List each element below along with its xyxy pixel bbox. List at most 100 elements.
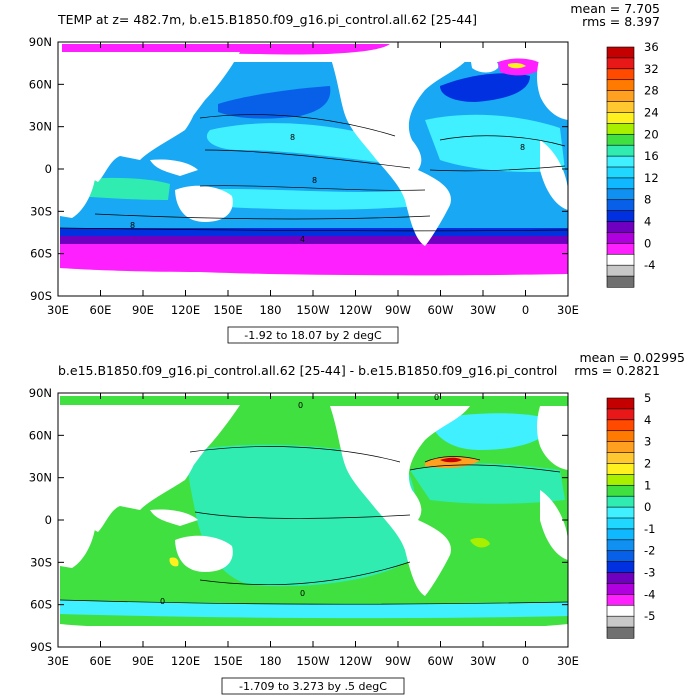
y-tick-label: 30N — [29, 120, 52, 134]
colorbar-swatch — [606, 408, 635, 421]
colorbar-swatch — [606, 79, 635, 92]
panel-1-land-eurasia-africa — [60, 52, 202, 182]
colorbar-swatch — [606, 550, 635, 563]
panel-1-north-atlantic-blue — [440, 73, 530, 102]
colorbar-swatch — [606, 397, 635, 410]
colorbar-swatch — [606, 539, 635, 552]
x-tick-label: 120E — [171, 303, 200, 317]
x-tick-label: 180 — [260, 303, 282, 317]
y-tick-label: 90S — [30, 289, 52, 303]
colorbar-label: 0 — [644, 236, 651, 250]
panel-1-colorbar: 36 32 28 24 20 16 12 8 4 0 -4 — [606, 40, 659, 288]
colorbar-swatch — [606, 275, 635, 288]
panel-1-land-greenland — [470, 55, 499, 73]
x-tick-label: 90W — [385, 654, 411, 668]
panel-2-rms: rms = 0.2821 — [574, 363, 660, 378]
x-tick-label: 180 — [260, 654, 282, 668]
colorbar-swatch — [606, 112, 635, 124]
x-tick-label: 150W — [296, 303, 329, 317]
panel-2-gulf-stream-red — [440, 457, 462, 463]
panel-2-land-eurasia — [60, 405, 202, 532]
colorbar-label: -5 — [644, 609, 655, 623]
x-tick-label: 0 — [522, 303, 529, 317]
panel-2-colorbar: 5 4 3 2 1 0 -1 -2 -3 -4 -5 — [606, 391, 655, 639]
colorbar-swatch — [606, 221, 635, 234]
panel-1-southern-ocean-violet — [60, 236, 568, 246]
panel-1-land-asia-east — [185, 52, 240, 120]
colorbar-swatch — [606, 46, 635, 59]
panel-1-title: TEMP at z= 482.7m, b.e15.B1850.f09_g16.p… — [57, 12, 477, 27]
panel-1-x-axis: 30E 60E 90E 120E 150E 180 150W 120W 90W 60W 30W 0 30… — [47, 42, 579, 317]
y-tick-label: 30S — [30, 204, 52, 218]
panel-1-ocean-band-subtropical-s — [200, 189, 430, 210]
x-tick-label: 0 — [522, 654, 529, 668]
x-tick-label: 30E — [557, 303, 579, 317]
y-tick-label: 90N — [29, 35, 52, 49]
panel-1-gulf-stream-warm — [508, 62, 526, 69]
colorbar-label: 36 — [644, 40, 659, 54]
x-tick-label: 120W — [339, 303, 372, 317]
x-tick-label: 30E — [557, 654, 579, 668]
panel-2-north-atlantic-cyan — [430, 413, 555, 450]
colorbar-swatch — [606, 264, 635, 277]
y-tick-label: 30S — [30, 555, 52, 569]
x-tick-label: 150W — [296, 654, 329, 668]
y-tick-label: 60N — [29, 428, 52, 442]
colorbar-label: 5 — [644, 391, 651, 405]
panel-1-contour-label: 8 — [130, 221, 135, 230]
panel-2: b.e15.B1850.f09_g16.pi_control.all.62 [2… — [29, 350, 685, 695]
panel-1-land-africa — [60, 100, 96, 218]
colorbar-swatch — [606, 177, 635, 190]
y-tick-label: 60S — [30, 247, 52, 261]
panel-2-title: b.e15.B1850.f09_g16.pi_control.all.62 [2… — [58, 363, 557, 378]
panel-1-contour-label: 8 — [290, 133, 295, 142]
x-tick-label: 90E — [132, 303, 154, 317]
colorbar-swatch — [606, 210, 635, 223]
panel-2-australia-yellow — [169, 557, 179, 567]
panel-1-contour-label: 8 — [312, 176, 317, 185]
panel-1-mean: mean = 7.705 — [570, 1, 660, 16]
x-tick-label: 60W — [427, 303, 453, 317]
colorbar-label: 12 — [644, 171, 659, 185]
colorbar-swatch — [606, 452, 635, 465]
colorbar-swatch — [606, 419, 635, 432]
colorbar-swatch — [606, 155, 635, 168]
x-tick-label: 150E — [213, 303, 242, 317]
colorbar-swatch — [606, 528, 635, 541]
panel-2-land-indonesia — [150, 509, 198, 526]
colorbar-swatch — [606, 495, 635, 508]
colorbar-swatch — [606, 430, 635, 443]
panel-1-antarctic-magenta — [60, 244, 568, 276]
colorbar-swatch — [606, 517, 635, 530]
x-tick-label: 90E — [132, 654, 154, 668]
panel-1-land-americas — [330, 56, 470, 246]
colorbar-swatch — [606, 474, 635, 486]
colorbar-label: -3 — [644, 566, 655, 580]
colorbar-swatch — [606, 68, 635, 81]
y-tick-label: 0 — [45, 162, 52, 176]
x-tick-label: 90W — [385, 303, 411, 317]
x-tick-label: 30W — [470, 654, 496, 668]
panel-2-land — [60, 405, 568, 647]
panel-2-contour-label: 0 — [300, 589, 305, 598]
colorbar-swatch — [606, 243, 635, 255]
colorbar-swatch — [606, 561, 635, 574]
panel-1-north-pacific-blue — [218, 86, 331, 119]
panel-1-land — [60, 52, 568, 296]
colorbar-swatch — [606, 583, 635, 595]
colorbar-label: 20 — [644, 127, 659, 141]
panel-2-land-australia — [175, 535, 233, 572]
panel-1-land-europe — [537, 56, 568, 120]
y-tick-label: 60S — [30, 598, 52, 612]
panel-1-ocean-band-subtropical-n — [206, 123, 421, 166]
x-tick-label: 60E — [90, 654, 112, 668]
panel-1-contour-note-box — [227, 326, 399, 344]
panel-2-x-axis: 30E 60E 90E 120E 150E 180 150W 120W 90W 60W 30W 0 30… — [47, 393, 579, 668]
colorbar-swatch — [606, 144, 635, 157]
colorbar-swatch — [606, 484, 635, 497]
colorbar-swatch — [606, 604, 635, 617]
panel-2-contour-label: 0 — [160, 597, 165, 606]
y-tick-label: 0 — [45, 513, 52, 527]
y-tick-label: 90S — [30, 640, 52, 654]
